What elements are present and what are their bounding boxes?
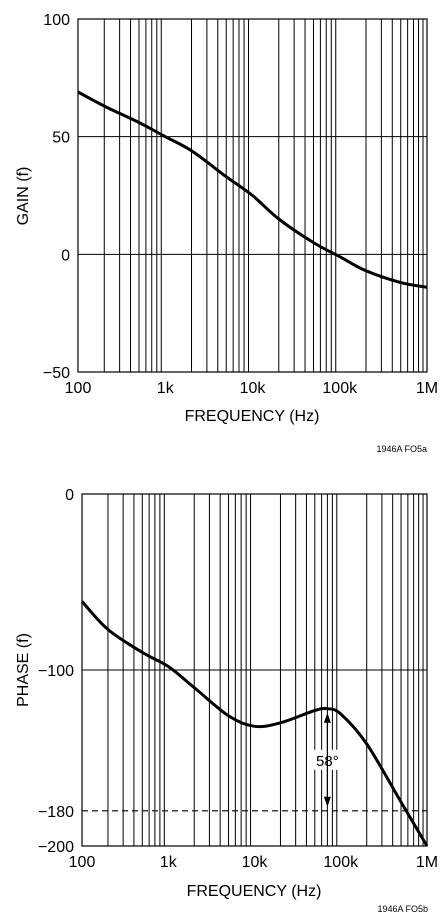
- y-tick-label: −180: [38, 804, 74, 821]
- x-tick-label: 1k: [157, 380, 175, 397]
- phase-curve: [80, 600, 429, 847]
- x-tick-label: 1M: [416, 854, 438, 871]
- gain-x-axis-label: FREQUENCY (Hz): [185, 408, 320, 425]
- gain-y-axis-label: GAIN (f): [15, 167, 32, 226]
- phase-chart: 58° 0 −100 −180 −200 100 1k 10k 100k 1M FREQUEN…: [15, 487, 438, 914]
- y-tick-label: −200: [38, 839, 74, 856]
- phase-y-axis-label: PHASE (f): [15, 633, 32, 707]
- x-tick-label: 100: [65, 380, 92, 397]
- y-tick-label: −50: [43, 365, 70, 382]
- gain-figure-code: 1946A FO5a: [376, 444, 427, 454]
- phase-figure-code: 1946A FO5b: [377, 904, 428, 914]
- phase-margin-label: 58°: [316, 753, 339, 770]
- x-tick-label: 100: [69, 854, 96, 871]
- gain-curve: [77, 90, 428, 289]
- y-tick-label: 0: [65, 487, 74, 504]
- x-tick-label: 100k: [323, 854, 359, 871]
- phase-x-axis-label: FREQUENCY (Hz): [187, 883, 322, 900]
- phase-margin-arrow-head-bottom: [323, 796, 331, 807]
- y-tick-label: 0: [61, 247, 70, 264]
- phase-grid: [82, 494, 427, 846]
- phase-margin-arrow-head-top: [323, 712, 331, 723]
- x-tick-label: 1M: [416, 380, 438, 397]
- phase-margin-annotation: 58°: [311, 712, 344, 807]
- gain-grid: [78, 19, 427, 372]
- x-tick-label: 10k: [242, 854, 269, 871]
- gain-plot-frame: [77, 18, 428, 373]
- x-tick-label: 100k: [322, 380, 358, 397]
- y-tick-label: 100: [43, 12, 70, 29]
- x-tick-label: 10k: [240, 380, 267, 397]
- phase-plot-frame: [81, 493, 428, 847]
- x-tick-label: 1k: [160, 854, 178, 871]
- y-tick-label: −100: [38, 663, 74, 680]
- y-tick-label: 50: [52, 130, 70, 147]
